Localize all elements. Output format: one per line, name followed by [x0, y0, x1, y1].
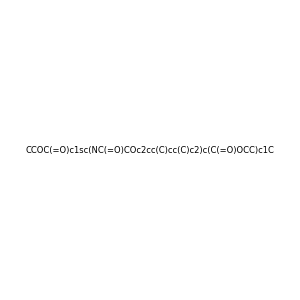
Text: CCOC(=O)c1sc(NC(=O)COc2cc(C)cc(C)c2)c(C(=O)OCC)c1C: CCOC(=O)c1sc(NC(=O)COc2cc(C)cc(C)c2)c(C(…: [26, 146, 275, 154]
